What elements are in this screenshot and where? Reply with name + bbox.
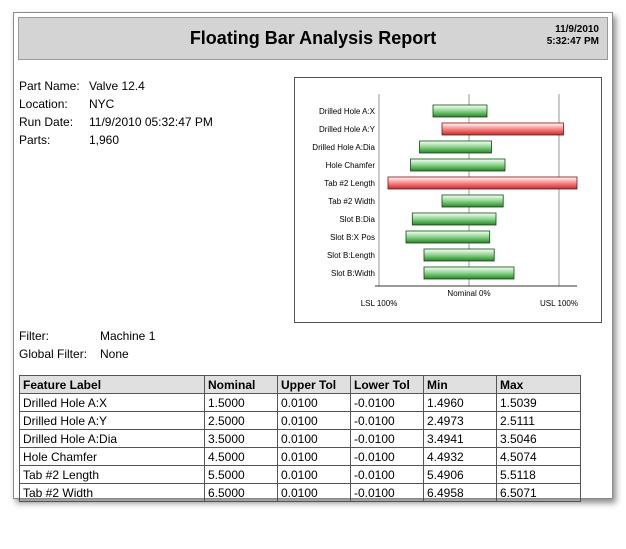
info-value: 11/9/2010 05:32:47 PM [89,115,213,129]
table-cell: Tab #2 Width [19,483,205,502]
table-cell: 6.5000 [204,483,278,502]
x-tick-label: LSL 100% [361,299,398,308]
feature-bar [419,140,492,154]
table-cell: Drilled Hole A:X [19,393,205,412]
table-cell: -0.0100 [350,429,424,448]
feature-bar [432,104,488,118]
table-row: Tab #2 Width 6.5000 0.0100 -0.0100 6.495… [19,483,581,502]
category-label: Slot B:X Pos [330,233,375,242]
feature-bar [410,158,506,172]
table-cell: Drilled Hole A:Dia [19,429,205,448]
table-cell: 6.4958 [423,483,497,502]
table-cell: 5.5118 [496,465,581,484]
report-header: Floating Bar Analysis Report 11/9/2010 5… [18,17,608,60]
global-filter-value: None [100,347,129,361]
info-label: Part Name: [19,79,80,93]
table-cell: Tab #2 Length [19,465,205,484]
table-cell: 4.5074 [496,447,581,466]
table-cell: 5.4906 [423,465,497,484]
category-label: Drilled Hole A:X [319,107,376,116]
feature-bar [423,248,495,262]
feature-bar [441,122,564,136]
info-value: NYC [89,97,115,111]
table-cell: -0.0100 [350,483,424,502]
table-cell: 2.5000 [204,411,278,430]
table-cell: 0.0100 [277,447,351,466]
table-cell: 0.0100 [277,429,351,448]
table-cell: 4.4932 [423,447,497,466]
table-cell: 1.5039 [496,393,581,412]
category-label: Drilled Hole A:Y [319,125,376,134]
info-label: Run Date: [19,115,74,129]
chart-svg: Drilled Hole A:X Drilled Hole A:Y Drilled … [312,94,578,308]
table-row: Tab #2 Length 5.5000 0.0100 -0.0100 5.49… [19,465,581,484]
table-cell: 1.5000 [204,393,278,412]
table-cell: 4.5000 [204,447,278,466]
table-cell: -0.0100 [350,447,424,466]
column-header: Upper Tol [277,375,351,394]
table-cell: 3.4941 [423,429,497,448]
table-row: Drilled Hole A:X 1.5000 0.0100 -0.0100 1… [19,393,581,412]
table-cell: 0.0100 [277,465,351,484]
info-label: Parts: [19,133,51,147]
column-header: Feature Label [19,375,205,394]
category-label: Tab #2 Width [328,197,375,206]
table-cell: 3.5000 [204,429,278,448]
table-cell: 3.5046 [496,429,581,448]
table-cell: Drilled Hole A:Y [19,411,205,430]
filter-label: Filter: [19,329,49,343]
table-cell: 1.4960 [423,393,497,412]
column-header: Max [496,375,581,394]
category-label: Slot B:Width [331,269,375,278]
column-header: Lower Tol [350,375,424,394]
table-row: Drilled Hole A:Y 2.5000 0.0100 -0.0100 2… [19,411,581,430]
column-header: Min [423,375,497,394]
report-title: Floating Bar Analysis Report [189,28,437,48]
filter-value: Machine 1 [100,329,156,343]
column-header: Nominal [204,375,278,394]
table-cell: 0.0100 [277,393,351,412]
feature-table: Feature Label Nominal Upper Tol Lower To… [19,375,581,502]
table-cell: 5.5000 [204,465,278,484]
table-row: Drilled Hole A:Dia 3.5000 0.0100 -0.0100… [19,429,581,448]
category-label: Hole Chamfer [326,161,376,170]
global-filter-label: Global Filter: [19,347,88,361]
category-label: Slot B:Dia [339,215,375,224]
category-label: Tab #2 Length [324,179,375,188]
report-time: 5:32:47 PM [546,36,599,47]
feature-bar [441,194,504,208]
table-cell: -0.0100 [350,411,424,430]
feature-bar [405,230,491,244]
info-value: Valve 12.4 [89,79,145,93]
report-page: Floating Bar Analysis Report 11/9/2010 5… [13,12,613,502]
table-cell: 0.0100 [277,411,351,430]
table-cell: Hole Chamfer [19,447,205,466]
table-cell: 2.5111 [496,411,581,430]
table-row: Hole Chamfer 4.5000 0.0100 -0.0100 4.493… [19,447,581,466]
category-label: Drilled Hole A:Dia [312,143,375,152]
table-cell: 0.0100 [277,483,351,502]
table-cell: -0.0100 [350,393,424,412]
feature-bar [411,212,497,226]
info-value: 1,960 [89,133,120,147]
report-date: 11/9/2010 [555,24,599,35]
feature-bar [387,176,578,190]
info-label: Location: [19,97,68,111]
category-label: Slot B:Length [327,251,375,260]
floating-bar-chart: Drilled Hole A:X Drilled Hole A:Y Drilled … [294,77,602,323]
table-cell: 2.4973 [423,411,497,430]
x-tick-label: USL 100% [540,299,578,308]
table-header-row: Feature Label Nominal Upper Tol Lower To… [19,375,581,394]
feature-bar [423,266,515,280]
x-tick-label: Nominal 0% [447,289,490,298]
table-cell: -0.0100 [350,465,424,484]
report-timestamp: 11/9/2010 5:32:47 PM [547,24,599,48]
table-cell: 6.5071 [496,483,581,502]
